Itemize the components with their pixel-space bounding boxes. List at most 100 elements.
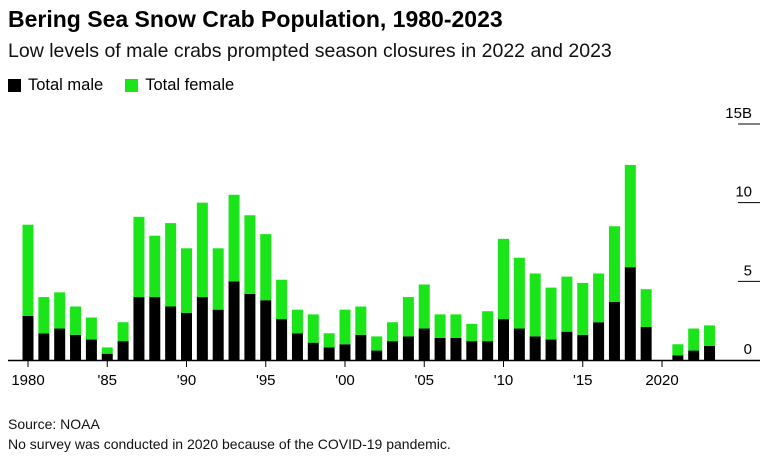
bar-female-1989: [165, 223, 177, 307]
y-tick-label: 5: [744, 262, 752, 279]
bar-male-2019: [640, 326, 652, 360]
bar-female-2008: [466, 323, 478, 342]
bar-female-1980: [22, 224, 34, 316]
bar-female-2022: [688, 328, 700, 351]
bar-male-1999: [323, 347, 335, 360]
bar-female-2005: [418, 284, 430, 329]
bar-female-1999: [323, 333, 335, 348]
bar-female-1982: [54, 292, 66, 329]
bar-male-1980: [22, 315, 34, 360]
legend-label-male: Total male: [28, 76, 104, 94]
bar-female-2007: [450, 314, 462, 338]
bar-female-1984: [85, 317, 97, 340]
bar-male-1996: [276, 319, 288, 360]
bar-female-1988: [149, 235, 161, 298]
bar-female-1983: [70, 306, 82, 335]
x-tick-label: '85: [97, 372, 117, 389]
bar-male-2012: [529, 336, 541, 360]
bar-male-1997: [291, 333, 303, 360]
bar-male-2011: [513, 328, 525, 360]
bar-male-2001: [355, 334, 367, 360]
bar-female-1981: [38, 297, 50, 334]
bar-male-2013: [545, 339, 557, 360]
bar-female-2000: [339, 309, 351, 345]
bar-female-2023: [704, 325, 716, 346]
x-tick-label: '95: [256, 372, 276, 389]
bar-male-1990: [181, 312, 192, 360]
bar-male-2023: [704, 345, 716, 360]
x-tick-label: 1980: [11, 372, 44, 389]
bar-male-1983: [70, 334, 82, 360]
bar-female-2001: [355, 306, 367, 335]
bar-male-2004: [402, 336, 414, 360]
bar-male-2021: [672, 355, 684, 360]
bar-male-1986: [117, 341, 129, 360]
bar-male-2010: [498, 319, 509, 360]
y-axis-labels: 0 5 10 15B: [725, 105, 752, 358]
bar-female-2014: [561, 276, 573, 332]
x-tick-label: '90: [177, 372, 197, 389]
x-tick-label: '10: [494, 372, 514, 389]
y-tick-label: 0: [744, 341, 752, 358]
bar-female-1991: [196, 202, 208, 298]
bar-male-1988: [149, 297, 161, 360]
bar-male-2003: [387, 341, 399, 360]
bar-male-1985: [101, 353, 113, 360]
footnote: No survey was conducted in 2020 because …: [8, 436, 451, 452]
bar-male-1994: [244, 293, 256, 360]
y-tick-label: 10: [735, 184, 752, 201]
bar-male-1992: [212, 309, 224, 360]
bar-female-1987: [133, 216, 145, 298]
bar-male-2014: [561, 331, 573, 360]
bar-male-2015: [577, 334, 589, 360]
x-tick-label: '05: [414, 372, 434, 389]
chart-subtitle: Low levels of male crabs prompted season…: [8, 40, 612, 62]
legend-item-female: Total female: [125, 76, 234, 95]
bar-male-2000: [339, 344, 351, 360]
bar-female-2009: [482, 311, 494, 342]
bar-female-2002: [371, 336, 383, 351]
bar-female-1995: [260, 234, 272, 301]
bar-male-2022: [688, 350, 700, 360]
gridlines: [738, 123, 760, 282]
bar-female-2017: [608, 226, 620, 302]
bar-female-2004: [402, 297, 414, 337]
bar-female-2016: [593, 273, 605, 323]
bar-female-2013: [545, 287, 557, 340]
bar-male-1991: [196, 297, 208, 360]
x-tick-label: 2020: [645, 372, 678, 389]
bar-female-1985: [101, 347, 113, 354]
bar-female-1993: [228, 194, 240, 282]
legend-swatch-male: [8, 79, 21, 92]
chart-legend: Total male Total female: [8, 76, 256, 95]
bar-male-2005: [418, 328, 430, 360]
bar-male-2007: [450, 337, 462, 360]
bar-female-1998: [307, 314, 319, 343]
bar-chart: 0 5 10 15B 1980 '85 '90 '95 '00 '05 '10 '15 2020: [8, 105, 760, 389]
bar-male-1984: [85, 339, 97, 360]
bar-male-1987: [133, 297, 145, 360]
bar-male-1995: [260, 300, 272, 360]
x-tick-label: '15: [573, 372, 593, 389]
bar-male-2016: [593, 322, 605, 360]
bar-male-2018: [624, 267, 636, 360]
x-tick-label: '00: [335, 372, 355, 389]
bar-female-2018: [624, 164, 636, 268]
bar-male-1993: [228, 281, 240, 360]
bar-female-2010: [498, 238, 509, 320]
x-axis: 1980 '85 '90 '95 '00 '05 '10 '15 2020: [8, 359, 760, 389]
bar-female-2021: [672, 344, 684, 356]
source-note: Source: NOAA: [8, 416, 100, 432]
chart-title: Bering Sea Snow Crab Population, 1980-20…: [8, 6, 503, 32]
legend-item-male: Total male: [8, 76, 103, 95]
bar-male-1989: [165, 306, 177, 360]
bar-female-2019: [640, 289, 652, 327]
bar-female-2006: [434, 314, 446, 338]
bar-female-1997: [291, 309, 303, 334]
bar-male-2008: [466, 341, 478, 360]
legend-label-female: Total female: [145, 76, 235, 94]
bar-female-1992: [212, 248, 224, 310]
bar-female-2003: [387, 322, 399, 342]
legend-swatch-female: [125, 79, 139, 92]
bar-female-2012: [529, 273, 541, 337]
